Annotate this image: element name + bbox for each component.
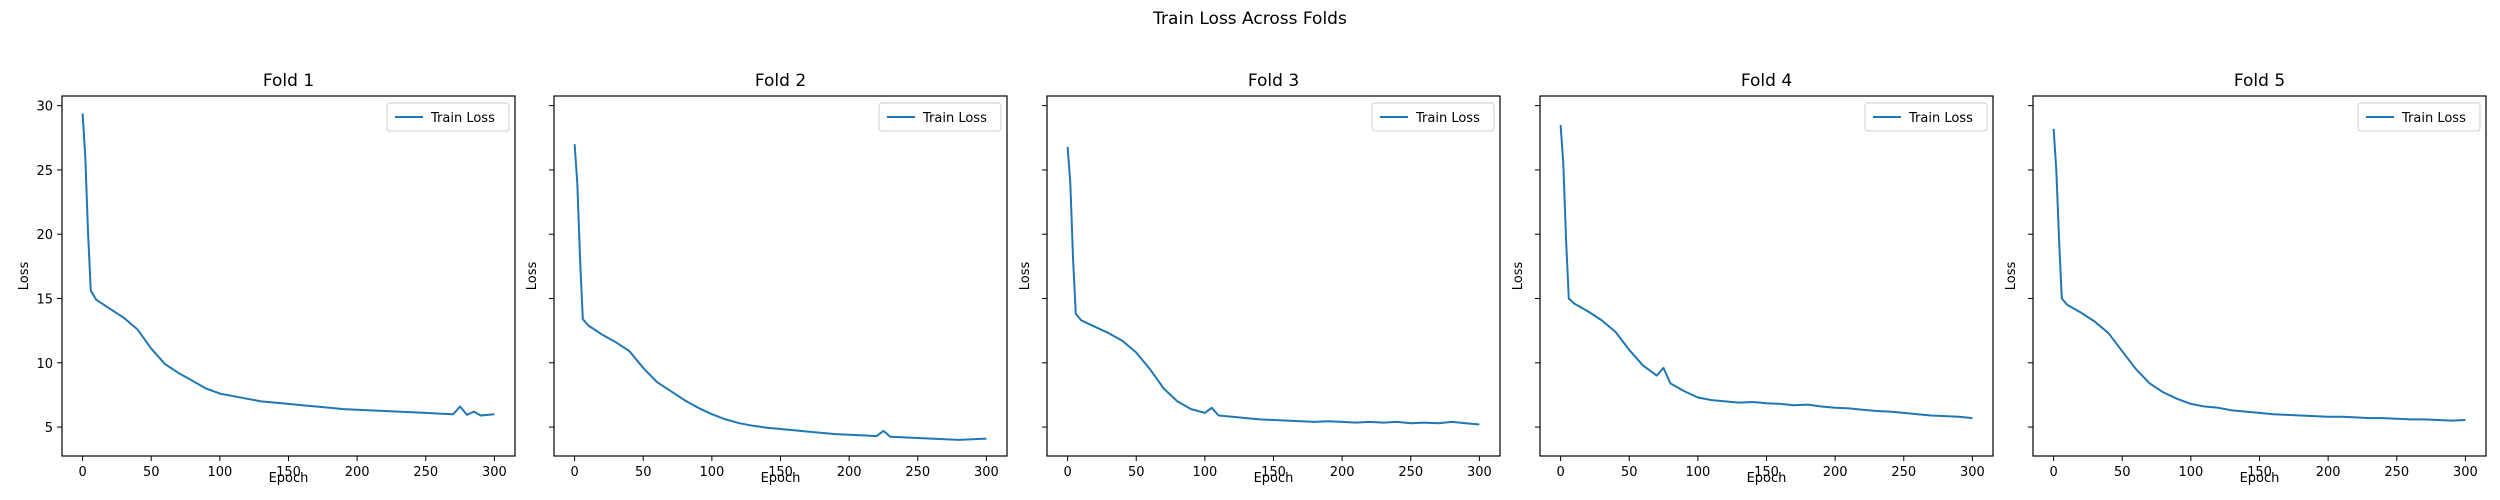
train-loss-line xyxy=(2052,128,2466,422)
legend-box xyxy=(1371,102,1495,132)
x-tick-label: 150 xyxy=(276,465,301,480)
subplot-title: Fold 1 xyxy=(263,71,314,91)
x-tick-label: 100 xyxy=(699,465,724,480)
subplot-title: Fold 5 xyxy=(2234,71,2285,91)
x-tick-label: 100 xyxy=(1192,465,1217,480)
x-tick-label: 150 xyxy=(768,465,793,480)
x-tick-label: 250 xyxy=(413,465,438,480)
subplot-fold-1: Fold 1 0 50 100 150 200 250 300 5 10 15 20 25 30 Epoch… xyxy=(17,71,516,486)
x-axis-label: Epoch xyxy=(1747,471,1787,486)
y-tick-label: 15 xyxy=(36,293,53,308)
y-axis-label: Loss xyxy=(2004,262,2019,291)
x-tick-label: 300 xyxy=(974,465,999,480)
subplot-title: Fold 2 xyxy=(755,71,806,91)
x-tick-label: 300 xyxy=(2453,465,2478,480)
x-tick-label: 150 xyxy=(1754,465,1779,480)
y-tick-label: 25 xyxy=(36,164,53,179)
y-tick-label: 20 xyxy=(36,228,53,243)
axes-frame xyxy=(2032,95,2487,457)
legend: Train Loss xyxy=(2357,102,2481,132)
subplot-fold-5: Fold 5 0 50 100 150 200 250 300 Epoch Loss Train L… xyxy=(2004,71,2487,486)
y-tick-label: 10 xyxy=(36,357,53,372)
legend-label: Train Loss xyxy=(430,111,495,126)
axes-frame xyxy=(1539,95,1994,457)
axes-frame xyxy=(61,95,516,457)
x-tick-label: 250 xyxy=(905,465,930,480)
x-axis-label: Epoch xyxy=(2240,471,2280,486)
x-tick-label: 50 xyxy=(1621,465,1638,480)
x-tick-label: 200 xyxy=(837,465,862,480)
legend-box xyxy=(2357,102,2481,132)
x-tick-label: 50 xyxy=(1128,465,1145,480)
x-tick-label: 0 xyxy=(2049,465,2057,480)
subplots: Fold 1 0 50 100 150 200 250 300 5 10 15 20 25 30 Epoch… xyxy=(17,71,2487,486)
legend-box xyxy=(1864,102,1988,132)
y-axis-label: Loss xyxy=(1511,262,1526,291)
legend-box xyxy=(386,102,510,132)
subplot-fold-3: Fold 3 0 50 100 150 200 250 300 Epoch Loss Train L… xyxy=(1018,71,1501,486)
x-tick-label: 0 xyxy=(1063,465,1071,480)
x-tick-label: 250 xyxy=(2384,465,2409,480)
x-tick-label: 100 xyxy=(207,465,232,480)
legend: Train Loss xyxy=(878,102,1002,132)
x-axis-label: Epoch xyxy=(269,471,309,486)
y-axis-label: Loss xyxy=(17,262,32,291)
legend-label: Train Loss xyxy=(2401,111,2466,126)
legend-label: Train Loss xyxy=(1908,111,1973,126)
x-axis-label: Epoch xyxy=(1254,471,1294,486)
axes-frame xyxy=(553,95,1008,457)
legend: Train Loss xyxy=(1864,102,1988,132)
x-tick-label: 300 xyxy=(1467,465,1492,480)
subplot-fold-2: Fold 2 0 50 100 150 200 250 300 Epoch Loss Train L… xyxy=(525,71,1008,486)
x-tick-label: 100 xyxy=(2178,465,2203,480)
x-tick-label: 50 xyxy=(143,465,160,480)
x-tick-label: 300 xyxy=(1960,465,1985,480)
legend: Train Loss xyxy=(1371,102,1495,132)
x-tick-label: 50 xyxy=(2114,465,2131,480)
legend-box xyxy=(878,102,1002,132)
x-axis-label: Epoch xyxy=(761,471,801,486)
train-loss-line xyxy=(81,113,495,417)
x-tick-label: 200 xyxy=(1823,465,1848,480)
legend-label: Train Loss xyxy=(1415,111,1480,126)
y-axis-label: Loss xyxy=(1018,262,1033,291)
x-tick-label: 200 xyxy=(345,465,370,480)
x-tick-label: 150 xyxy=(1261,465,1286,480)
x-tick-label: 200 xyxy=(1330,465,1355,480)
train-loss-line xyxy=(1559,124,1973,420)
x-tick-label: 0 xyxy=(1556,465,1564,480)
subplot-title: Fold 3 xyxy=(1248,71,1299,91)
y-tick-label: 5 xyxy=(45,421,53,436)
x-tick-label: 100 xyxy=(1685,465,1710,480)
x-tick-label: 0 xyxy=(78,465,86,480)
y-axis-label: Loss xyxy=(525,262,540,291)
x-tick-label: 150 xyxy=(2247,465,2272,480)
x-tick-label: 250 xyxy=(1891,465,1916,480)
train-loss-line xyxy=(573,144,987,441)
legend-label: Train Loss xyxy=(922,111,987,126)
axes-frame xyxy=(1046,95,1501,457)
train-loss-line xyxy=(1066,146,1480,426)
x-tick-label: 0 xyxy=(570,465,578,480)
x-tick-label: 250 xyxy=(1398,465,1423,480)
legend: Train Loss xyxy=(386,102,510,132)
x-tick-label: 200 xyxy=(2316,465,2341,480)
figure-suptitle: Train Loss Across Folds xyxy=(1152,9,1347,29)
subplot-fold-4: Fold 4 0 50 100 150 200 250 300 Epoch Loss Train L… xyxy=(1511,71,1994,486)
x-tick-label: 300 xyxy=(482,465,507,480)
x-tick-label: 50 xyxy=(635,465,652,480)
subplot-title: Fold 4 xyxy=(1741,71,1792,91)
y-tick-label: 30 xyxy=(36,100,53,115)
